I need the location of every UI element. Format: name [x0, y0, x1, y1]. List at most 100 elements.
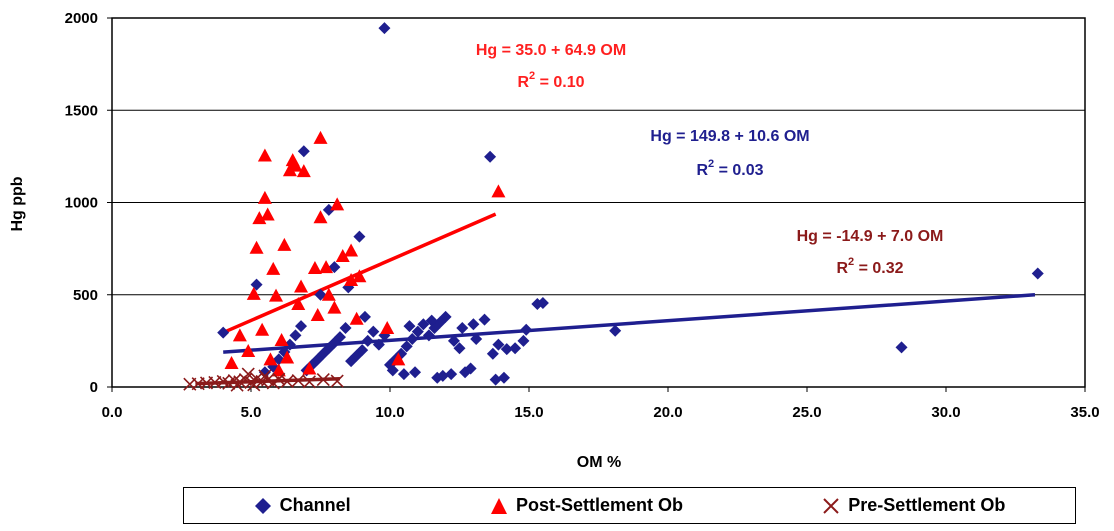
data-point-channel — [358, 310, 371, 323]
data-points — [183, 22, 1044, 392]
data-point-channel — [609, 324, 622, 337]
y-tick-label: 2000 — [65, 10, 98, 27]
data-point-channel — [378, 22, 391, 35]
legend-label-channel: Channel — [279, 495, 351, 515]
data-point-pre-settlement — [302, 375, 316, 389]
equation-annotation-post: Hg = 35.0 + 64.9 OM R2 = 0.10 — [476, 42, 626, 91]
data-point-post-settlement — [280, 350, 295, 364]
r-squared-post: R2 = 0.10 — [517, 70, 584, 91]
data-point-pre-settlement — [247, 378, 261, 392]
data-point-post-settlement — [391, 352, 406, 366]
data-point-post-settlement — [257, 148, 272, 162]
trendline-channel — [223, 293, 1036, 354]
data-point-channel — [489, 373, 502, 386]
data-point-channel — [478, 313, 491, 326]
data-point-channel — [297, 145, 310, 158]
equation-line-pre: Hg = -14.9 + 7.0 OM — [797, 228, 944, 245]
x-tick-label: 30.0 — [931, 404, 960, 421]
data-point-channel — [422, 329, 435, 342]
data-point-post-settlement — [349, 311, 364, 325]
data-point-channel — [431, 371, 444, 384]
data-point-post-settlement — [224, 356, 239, 370]
data-point-post-settlement — [269, 288, 284, 302]
data-point-channel — [250, 278, 263, 291]
y-tick-label: 0 — [90, 379, 98, 396]
data-point-post-settlement — [252, 211, 267, 225]
data-point-channel — [361, 334, 374, 347]
triangle-marker-icon — [490, 497, 507, 514]
data-point-post-settlement — [263, 352, 278, 366]
data-point-post-settlement — [274, 332, 289, 346]
data-point-pre-settlement — [258, 369, 272, 383]
data-point-channel — [322, 203, 335, 216]
data-point-pre-settlement — [266, 376, 280, 390]
x-tick-label: 0.0 — [102, 404, 123, 421]
y-tick-label: 1500 — [65, 102, 98, 119]
x-marker-icon — [823, 497, 839, 514]
data-point-post-settlement — [271, 363, 286, 377]
data-point-channel — [289, 329, 302, 342]
data-point-channel — [283, 338, 296, 351]
data-point-post-settlement — [491, 184, 506, 198]
data-point-post-settlement — [380, 320, 395, 334]
data-point-post-settlement — [335, 249, 350, 263]
series-pre-settlement — [183, 367, 344, 392]
data-point-post-settlement — [321, 287, 336, 301]
y-tick-label: 1000 — [65, 195, 98, 212]
data-point-post-settlement — [330, 197, 345, 211]
x-axis-title: OM % — [577, 454, 621, 471]
data-point-post-settlement — [257, 190, 272, 204]
data-point-channel — [339, 321, 352, 334]
legend-item-pre-settlement: Pre-Settlement Ob — [822, 495, 1005, 516]
legend-item-post-settlement: Post-Settlement Ob — [490, 495, 683, 516]
data-point-post-settlement — [310, 308, 325, 322]
data-point-channel — [295, 320, 308, 333]
data-point-channel — [400, 340, 413, 353]
data-point-channel — [456, 321, 469, 334]
equation-line-post: Hg = 35.0 + 64.9 OM — [476, 42, 626, 59]
data-point-channel — [403, 320, 416, 333]
x-tick-label: 25.0 — [792, 404, 821, 421]
data-point-post-settlement — [246, 286, 261, 300]
data-point-channel — [411, 325, 424, 338]
y-axis-title: Hg ppb — [9, 176, 26, 231]
data-point-post-settlement — [291, 296, 306, 310]
r-squared-channel: R2 = 0.03 — [696, 158, 763, 179]
x-tick-label: 10.0 — [375, 404, 404, 421]
data-point-post-settlement — [313, 210, 328, 224]
data-point-channel — [517, 334, 530, 347]
data-point-post-settlement — [232, 328, 247, 342]
x-tick-label: 35.0 — [1070, 404, 1099, 421]
equation-annotation-channel: Hg = 149.8 + 10.6 OM R2 = 0.03 — [650, 128, 809, 179]
data-point-channel — [509, 342, 522, 355]
data-point-channel — [500, 343, 513, 356]
data-point-channel — [397, 368, 410, 381]
data-point-channel — [406, 333, 419, 346]
legend-label-pre-settlement: Pre-Settlement Ob — [848, 495, 1006, 515]
data-point-pre-settlement — [272, 372, 286, 386]
x-tick-label: 5.0 — [241, 404, 262, 421]
data-point-post-settlement — [266, 261, 281, 275]
data-point-pre-settlement — [230, 378, 244, 392]
y-tick-label: 500 — [73, 287, 98, 304]
data-point-pre-settlement — [241, 367, 255, 381]
data-point-channel — [453, 342, 466, 355]
data-point-channel — [467, 318, 480, 331]
axis-ticks: 0 500 1000 1500 2000 0.0 5.0 10.0 15.0 20.0 25.0 30… — [65, 10, 1100, 421]
x-tick-label: 20.0 — [653, 404, 682, 421]
data-point-channel — [445, 368, 458, 381]
data-point-channel — [536, 297, 549, 310]
data-point-channel — [895, 341, 908, 354]
data-point-channel — [425, 314, 438, 327]
data-point-post-settlement — [344, 243, 359, 257]
data-point-post-settlement — [294, 279, 309, 293]
gridlines — [112, 109, 1085, 296]
legend: Channel Post-Settlement Ob Pre-Settlemen… — [183, 487, 1076, 524]
data-point-pre-settlement — [280, 374, 294, 389]
x-tick-label: 15.0 — [514, 404, 543, 421]
data-point-post-settlement — [260, 207, 275, 221]
data-point-channel — [409, 366, 422, 379]
r-squared-pre: R2 = 0.32 — [836, 256, 903, 277]
series-channel — [217, 22, 1044, 386]
